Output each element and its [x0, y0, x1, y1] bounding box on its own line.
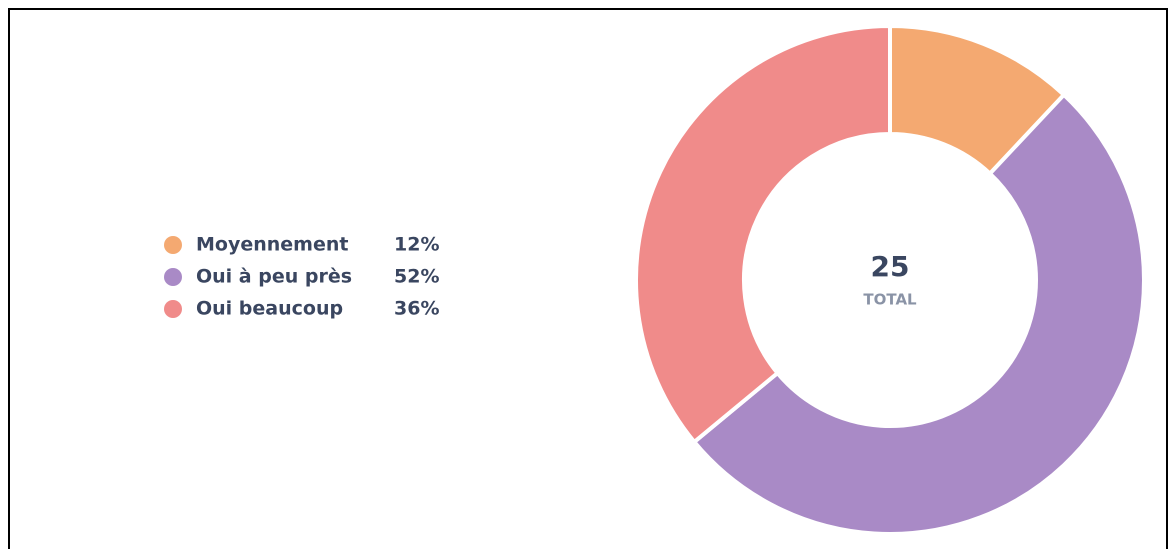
- legend-value: 36%: [394, 298, 439, 320]
- frame: [8, 8, 1168, 549]
- legend-swatch: [164, 236, 182, 254]
- total-label: TOTAL: [863, 291, 917, 309]
- legend-value: 12%: [394, 234, 439, 256]
- donut-slice: [691, 92, 1146, 536]
- legend-swatch: [164, 300, 182, 318]
- donut-slice: [634, 23, 892, 445]
- legend-label: Oui beaucoup: [196, 298, 343, 320]
- legend-swatch: [164, 268, 182, 286]
- legend-label: Moyennement: [196, 234, 348, 256]
- legend-label: Oui à peu près: [196, 266, 352, 288]
- legend-value: 52%: [394, 266, 439, 288]
- total-value: 25: [871, 250, 910, 283]
